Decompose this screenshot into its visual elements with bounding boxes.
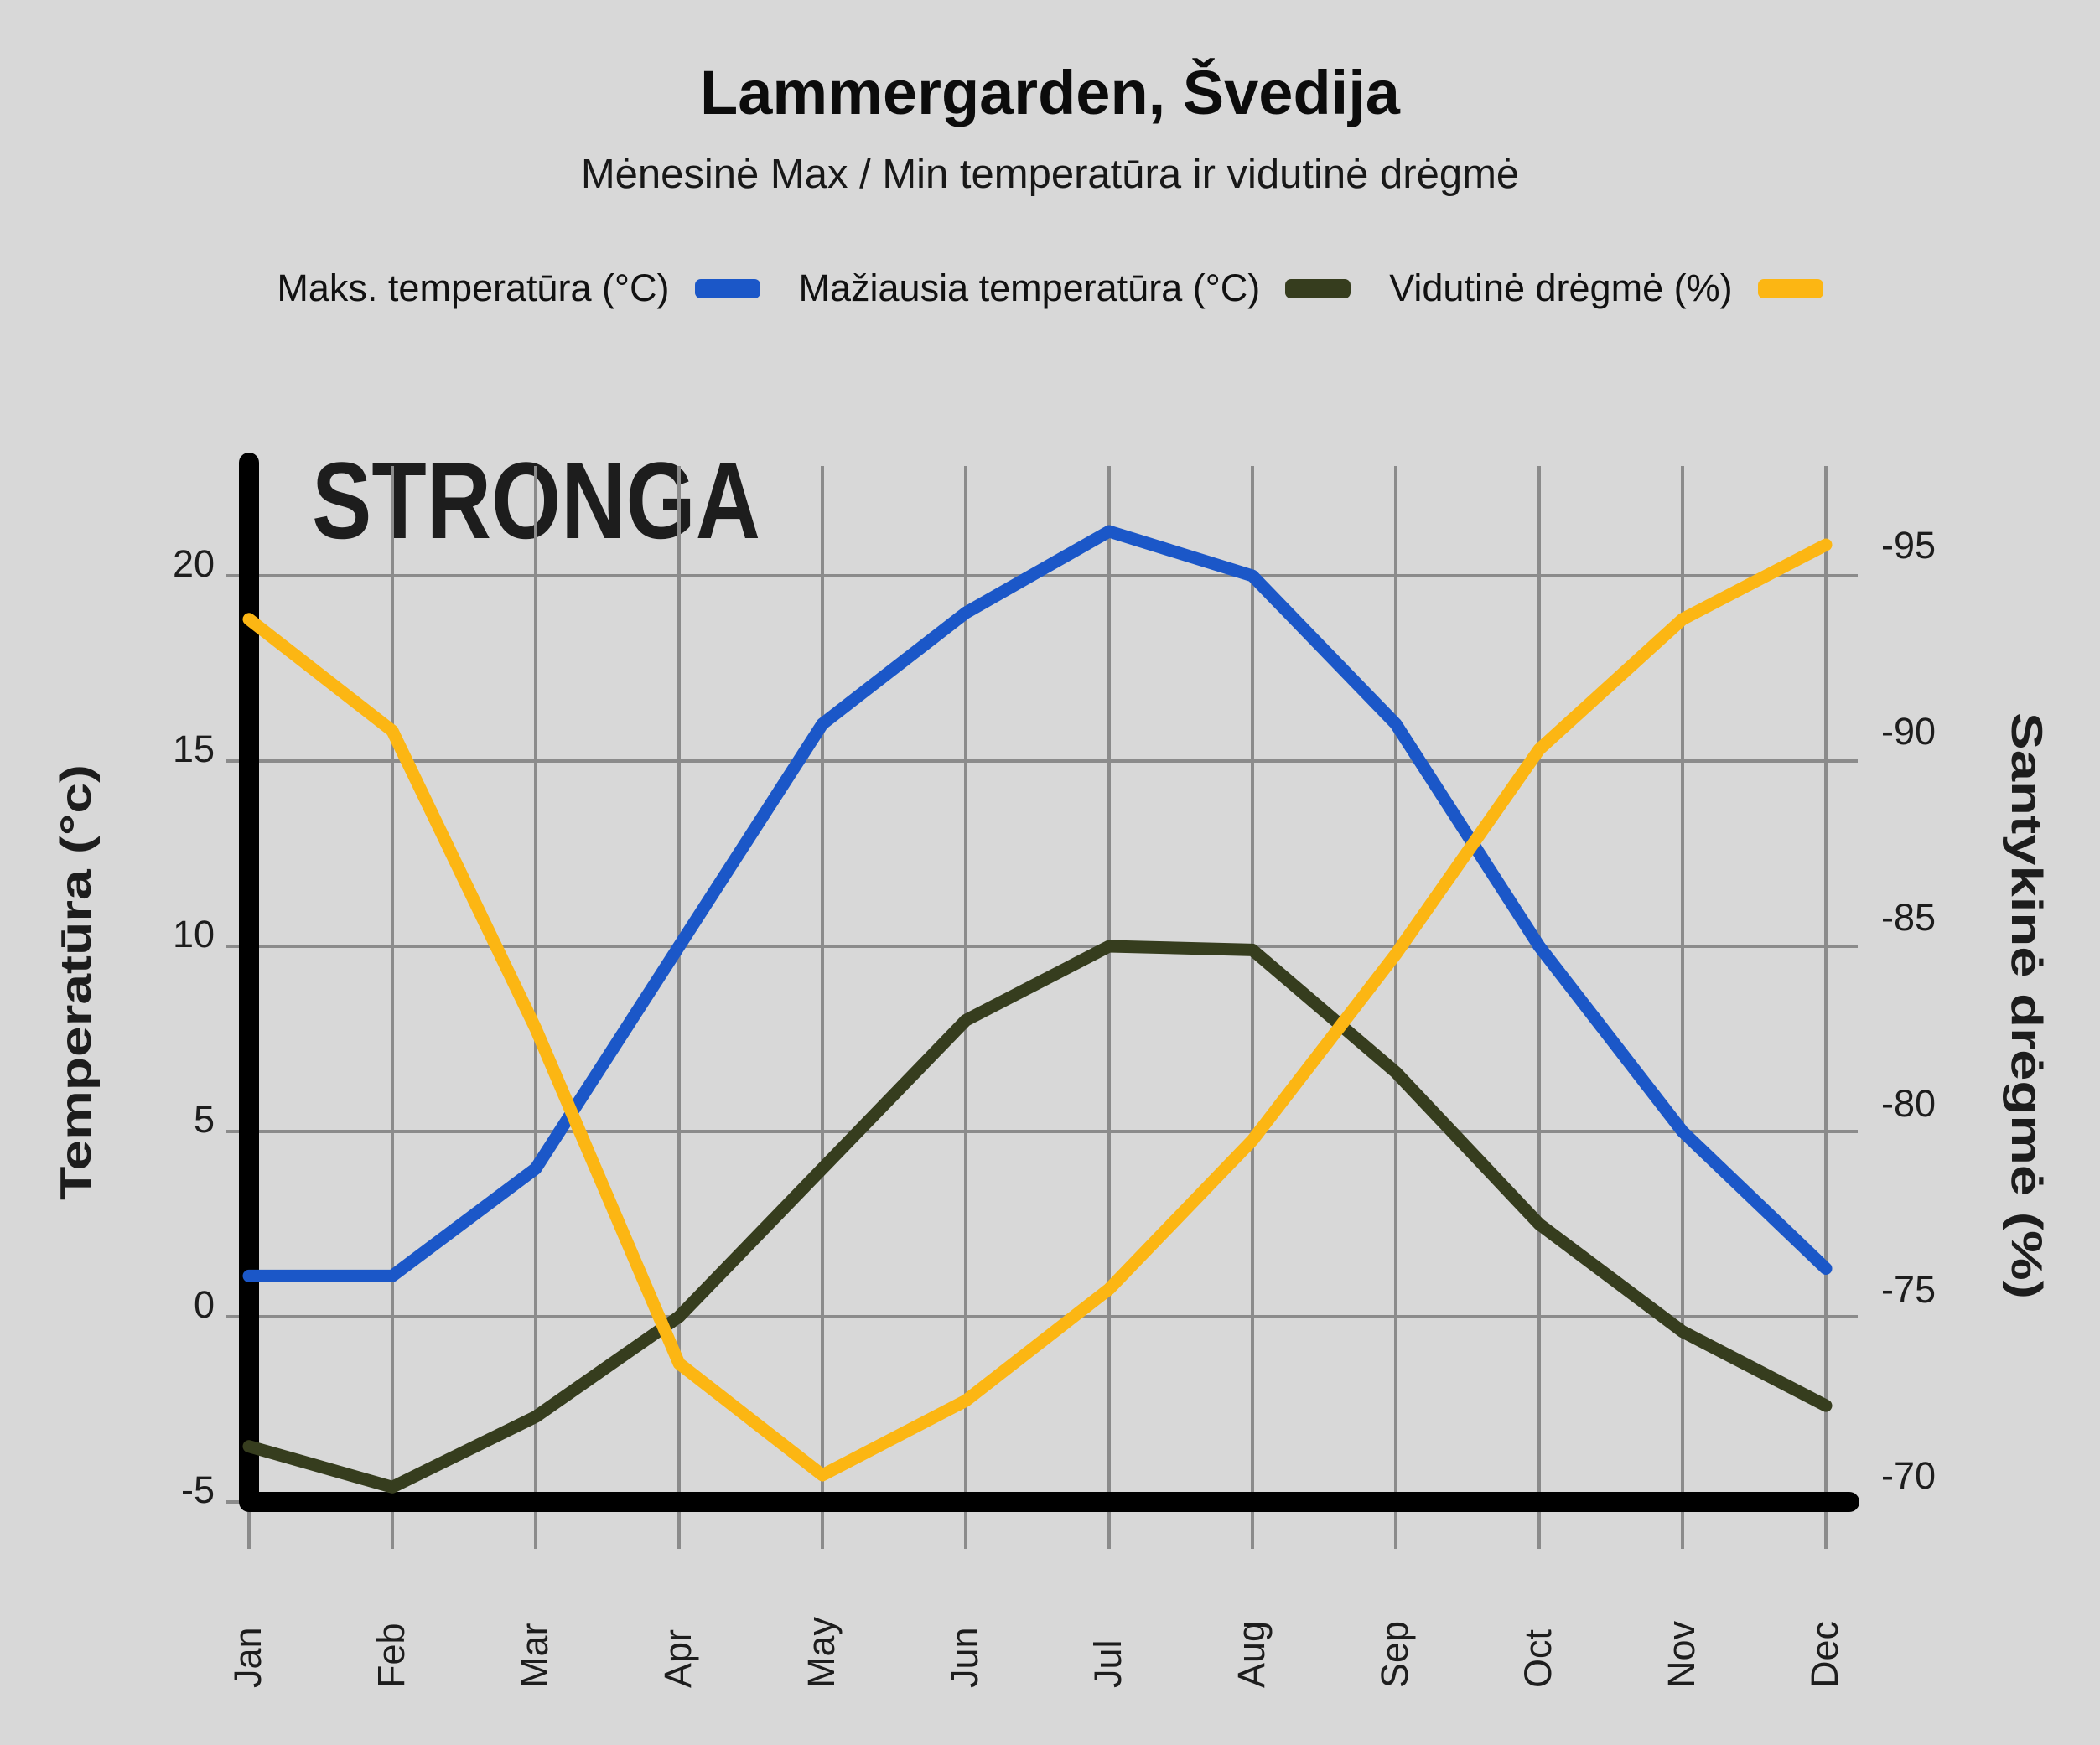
x-axis-tick-label: Nov xyxy=(1660,1620,1703,1688)
legend-label-humidity: Vidutinė drėgmė (%) xyxy=(1389,267,1733,309)
x-axis-tick-label: Sep xyxy=(1373,1621,1416,1688)
y-axis-tick-label-right: -75 xyxy=(1881,1268,1936,1311)
legend-item-humidity: Vidutinė drėgmė (%) xyxy=(1389,267,1823,310)
x-axis-tick-label: Aug xyxy=(1230,1621,1273,1688)
y-axis-tick-label-right: -80 xyxy=(1881,1082,1936,1125)
page-title: Lammergarden, Švedija xyxy=(700,58,1400,127)
y-axis-tick-label-left: -5 xyxy=(181,1468,215,1511)
x-axis-tick-label: May xyxy=(800,1616,843,1688)
x-axis-tick-label: Jul xyxy=(1086,1639,1129,1688)
axis-line xyxy=(239,453,1859,1512)
y-axis-tick-label-left: 15 xyxy=(173,728,215,770)
left-axis-title: Temperatūra (°c) xyxy=(52,764,101,1200)
legend-item-max-temp: Maks. temperatūra (°C) xyxy=(277,267,760,310)
series-line-max-temp xyxy=(242,525,1833,1282)
legend-label-max-temp: Maks. temperatūra (°C) xyxy=(277,267,670,309)
x-axis-tick-label: Jan xyxy=(226,1627,269,1688)
y-axis-tick-label-left: 5 xyxy=(194,1098,215,1141)
y-axis-tick-label-right: -70 xyxy=(1881,1454,1936,1497)
series-line-humidity xyxy=(242,538,1833,1482)
y-axis-tick-label-left: 10 xyxy=(173,913,215,955)
y-axis-tick-label-right: -95 xyxy=(1881,524,1936,567)
legend-swatch-max-temp xyxy=(694,278,760,298)
series-line-min-temp xyxy=(242,940,1833,1494)
y-axis-tick-label-right: -90 xyxy=(1881,710,1936,753)
x-axis-tick-label: Dec xyxy=(1803,1621,1846,1688)
x-axis-tick-label: Mar xyxy=(513,1623,556,1688)
legend-label-min-temp: Mažiausia temperatūra (°C) xyxy=(798,267,1261,309)
legend-swatch-humidity xyxy=(1757,278,1823,298)
x-axis-tick-label: Jun xyxy=(943,1627,986,1688)
y-axis-tick-label-right: -85 xyxy=(1881,896,1936,939)
y-axis-tick-label-left: 20 xyxy=(173,542,215,585)
legend-swatch-min-temp xyxy=(1285,278,1351,298)
legend: Maks. temperatūra (°C) Mažiausia tempera… xyxy=(0,267,2100,310)
x-axis-tick-label: Oct xyxy=(1517,1628,1559,1688)
x-axis-tick-label: Feb xyxy=(370,1623,412,1688)
legend-item-min-temp: Mažiausia temperatūra (°C) xyxy=(799,267,1351,310)
x-axis-tick-label: Apr xyxy=(656,1629,699,1688)
right-axis-title: Santykinė drėgmė (%) xyxy=(2002,712,2051,1299)
y-axis-tick-label-left: 0 xyxy=(194,1283,215,1326)
page-subtitle: Mėnesinė Max / Min temperatūra ir viduti… xyxy=(580,152,1520,197)
